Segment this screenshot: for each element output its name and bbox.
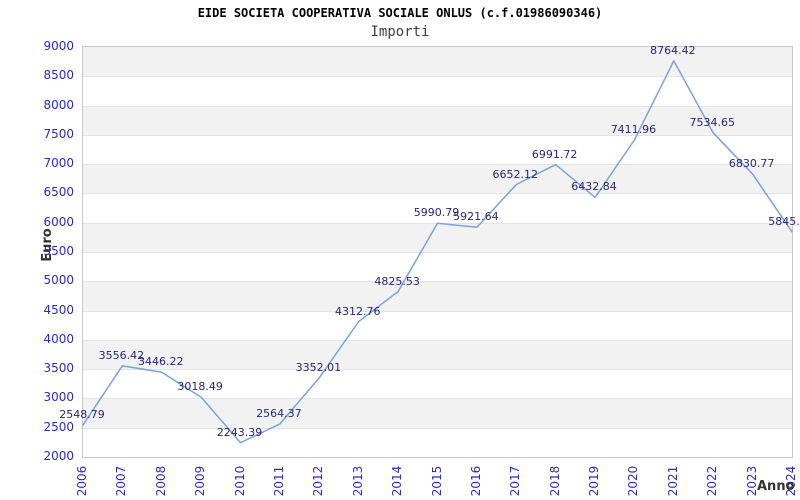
y-tick-label: 8500 xyxy=(43,68,74,83)
x-tick-label: 2010 xyxy=(232,465,247,497)
data-point-label: 4312.76 xyxy=(334,304,381,318)
data-point-label: 6652.12 xyxy=(492,167,539,181)
data-point-label: 5921.64 xyxy=(453,210,499,224)
gridline xyxy=(83,76,792,78)
grid-band xyxy=(83,76,792,106)
y-tick-label: 2000 xyxy=(43,449,74,463)
x-tick-label: 2017 xyxy=(508,465,523,497)
y-tick-label: 6000 xyxy=(43,214,74,229)
grid-band xyxy=(83,193,792,223)
grid-band xyxy=(83,398,792,428)
data-point-label: 6991.72 xyxy=(531,147,578,161)
importi-line-series xyxy=(82,60,793,444)
plot-area xyxy=(82,46,793,458)
gridline xyxy=(83,164,792,166)
grid-band xyxy=(83,310,792,340)
grid-band xyxy=(83,134,792,165)
x-tick-label: 2008 xyxy=(153,465,168,497)
x-tick-label: 2020 xyxy=(626,465,641,497)
x-tick-label: 2022 xyxy=(705,465,720,497)
x-tick-label: 2009 xyxy=(193,465,208,497)
gridline xyxy=(83,193,792,195)
gridline xyxy=(83,105,792,107)
data-point-label: 3352.01 xyxy=(295,360,342,374)
y-tick-label: 7000 xyxy=(43,156,74,171)
x-tick-label: 2013 xyxy=(350,465,365,497)
grid-band xyxy=(83,105,792,135)
y-tick-label: 5500 xyxy=(43,244,74,258)
gridline xyxy=(83,134,792,136)
data-point-label: 2243.39 xyxy=(216,425,263,439)
y-tick-label: 6500 xyxy=(43,185,74,200)
y-tick-label: 3500 xyxy=(43,361,74,376)
x-tick-label: 2011 xyxy=(271,465,286,497)
x-tick-label: 2015 xyxy=(429,465,444,497)
grid-band xyxy=(83,222,792,252)
y-tick-label: 3000 xyxy=(43,390,74,405)
data-point-label: 3446.22 xyxy=(138,355,184,369)
y-tick-label: 8000 xyxy=(43,97,74,112)
data-point-label: 8764.42 xyxy=(650,43,696,57)
x-tick-label: 2014 xyxy=(390,465,405,497)
x-tick-label: 2006 xyxy=(75,465,89,497)
data-point-label: 7534.65 xyxy=(689,115,735,129)
data-point-label: 5845.70 xyxy=(768,214,800,228)
gridline xyxy=(83,252,792,253)
y-tick-label: 4000 xyxy=(43,331,74,346)
y-tick-label: 7500 xyxy=(43,126,74,141)
x-tick-label: 2016 xyxy=(468,465,483,497)
grid-band xyxy=(83,339,792,370)
data-point-label: 7411.96 xyxy=(610,123,657,136)
y-tick-label: 4500 xyxy=(43,302,74,317)
x-tick-label: 2019 xyxy=(587,465,602,497)
x-axis-title: Anno xyxy=(757,479,795,494)
data-point-label: 4825.53 xyxy=(374,274,420,288)
y-axis-title: Euro xyxy=(40,228,55,262)
y-tick-label: 5000 xyxy=(43,273,74,288)
chart-subtitle: Importi xyxy=(370,24,430,40)
gridline xyxy=(83,369,792,371)
gridline xyxy=(83,398,792,400)
grid-band xyxy=(83,281,792,311)
data-point-label: 3018.49 xyxy=(177,380,223,394)
line-series-svg xyxy=(82,60,793,444)
grid-band xyxy=(83,369,792,399)
gridline xyxy=(83,339,792,341)
grid-band xyxy=(83,427,792,457)
y-tick-label: 9000 xyxy=(43,39,74,53)
x-tick-label: 2007 xyxy=(114,465,129,497)
data-point-label: 5990.79 xyxy=(413,206,460,220)
gridline xyxy=(83,427,792,429)
gridline xyxy=(83,281,792,283)
y-tick-label: 2500 xyxy=(43,419,74,434)
grid-band xyxy=(83,164,792,194)
gridline xyxy=(83,310,792,312)
data-point-label: 3556.42 xyxy=(98,348,145,362)
data-point-label: 6432.84 xyxy=(571,180,617,194)
data-point-label: 2564.37 xyxy=(256,406,302,420)
x-tick-label: 2018 xyxy=(547,465,562,497)
x-tick-label: 2021 xyxy=(665,465,680,497)
grid-band xyxy=(83,252,792,282)
data-point-label: 6830.77 xyxy=(728,157,775,171)
chart-title: EIDE SOCIETA COOPERATIVA SOCIALE ONLUS (… xyxy=(197,6,603,20)
data-point-label: 2548.79 xyxy=(59,407,105,421)
x-tick-label: 2012 xyxy=(311,465,326,497)
